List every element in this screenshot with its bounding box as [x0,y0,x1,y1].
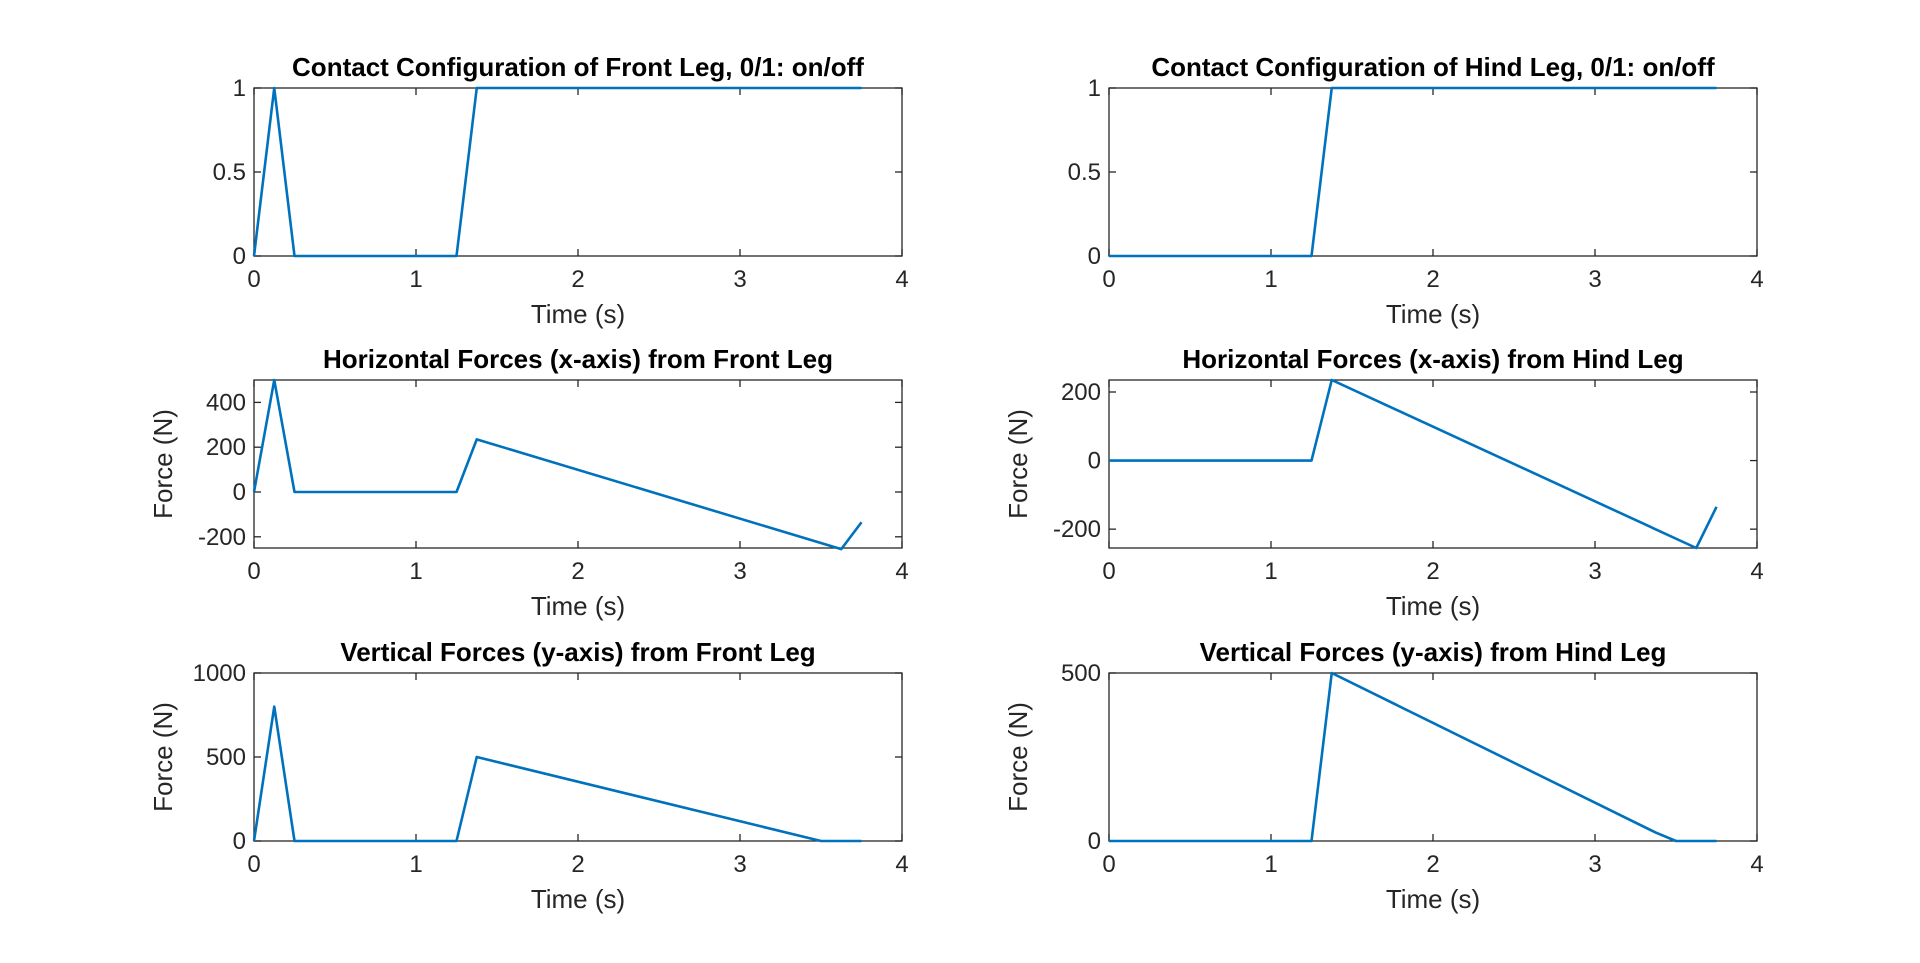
y-axis-label: Force (N) [1003,409,1033,519]
series-line-1 [252,378,863,551]
subplot-6: 0 1 2 3 4 0 500 Vertical Forces (y-axis) from H… [1003,637,1764,914]
x-tick-label: 1 [409,266,422,293]
chart-title: Horizontal Forces (x-axis) from Hind Leg [1182,344,1683,374]
chart-title: Horizontal Forces (x-axis) from Front Le… [323,344,833,374]
x-tick-label: 0 [1102,851,1115,878]
series-line-1 [1109,671,1717,843]
x-tick-label: 0 [247,266,260,293]
x-tick-label: 2 [571,558,584,585]
y-tick-label: 1 [233,75,246,102]
x-tick-label: 4 [1750,558,1763,585]
chart-title: Contact Configuration of Hind Leg, 0/1: … [1151,52,1715,82]
x-axis-label: Time (s) [531,299,625,329]
y-tick-label: 0 [1088,243,1101,270]
x-tick-label: 1 [1264,558,1277,585]
x-tick-label: 3 [733,266,746,293]
x-tick-label: 0 [247,851,260,878]
x-tick-label: 4 [895,558,908,585]
subplot-5: 0 1 2 3 4 0 500 1000 Vertical Forces (y-axis) fr… [148,637,909,914]
axes-box [1108,672,1758,842]
x-tick-label: 2 [571,851,584,878]
x-tick-label: 2 [1426,558,1439,585]
x-axis-label: Time (s) [531,884,625,914]
y-tick-label: 200 [1061,379,1101,406]
subplot-1: 0 1 2 3 4 0 0.5 1 Contact Configuration of Front… [213,52,909,329]
axes-box [1108,87,1758,257]
y-tick-label: 400 [206,389,246,416]
axes-box [1108,379,1758,549]
x-tick-label: 3 [733,558,746,585]
x-tick-label: 0 [1102,266,1115,293]
x-tick-label: 3 [1588,266,1601,293]
x-tick-label: 4 [895,266,908,293]
series-line-1 [252,705,862,843]
y-axis-label: Force (N) [148,702,178,812]
y-tick-label: 500 [1061,660,1101,687]
x-tick-label: 1 [409,851,422,878]
axes-box [253,672,903,842]
x-tick-label: 4 [1750,266,1763,293]
chart-title: Vertical Forces (y-axis) from Hind Leg [1200,637,1667,667]
chart-title: Contact Configuration of Front Leg, 0/1:… [292,52,864,82]
x-axis-label: Time (s) [1386,591,1480,621]
y-axis-label: Force (N) [1003,702,1033,812]
x-axis-label: Time (s) [1386,884,1480,914]
x-tick-label: 1 [1264,266,1277,293]
chart-title: Vertical Forces (y-axis) from Front Leg [340,637,815,667]
y-tick-label: 0.5 [1068,159,1101,186]
y-tick-label: 500 [206,744,246,771]
y-tick-label: 0 [1088,828,1101,855]
x-tick-label: 3 [733,851,746,878]
x-tick-label: 4 [1750,851,1763,878]
x-tick-label: 0 [247,558,260,585]
axes-box [253,379,903,549]
x-tick-label: 2 [571,266,584,293]
x-axis-label: Time (s) [1386,299,1480,329]
y-tick-label: 1000 [193,660,246,687]
x-tick-label: 2 [1426,266,1439,293]
y-tick-label: 0 [233,243,246,270]
y-tick-label: 0 [233,479,246,506]
y-tick-label: 0 [233,828,246,855]
x-tick-label: 4 [895,851,908,878]
y-tick-label: 1 [1088,75,1101,102]
series-line-1 [252,86,862,258]
series-line-1 [1109,86,1717,258]
y-tick-label: 0.5 [213,159,246,186]
subplot-2: 0 1 2 3 4 0 0.5 1 Contact Configuration of Hind … [1068,52,1764,329]
y-tick-label: 0 [1088,448,1101,475]
x-tick-label: 1 [1264,851,1277,878]
x-tick-label: 3 [1588,558,1601,585]
y-tick-label: 200 [206,434,246,461]
x-tick-label: 3 [1588,851,1601,878]
y-tick-label: -200 [198,524,246,551]
x-tick-label: 0 [1102,558,1115,585]
y-axis-label: Force (N) [148,409,178,519]
x-axis-label: Time (s) [531,591,625,621]
axes-box [253,87,903,257]
x-tick-label: 2 [1426,851,1439,878]
series-line-1 [1109,378,1718,550]
x-tick-label: 1 [409,558,422,585]
y-tick-label: -200 [1053,516,1101,543]
